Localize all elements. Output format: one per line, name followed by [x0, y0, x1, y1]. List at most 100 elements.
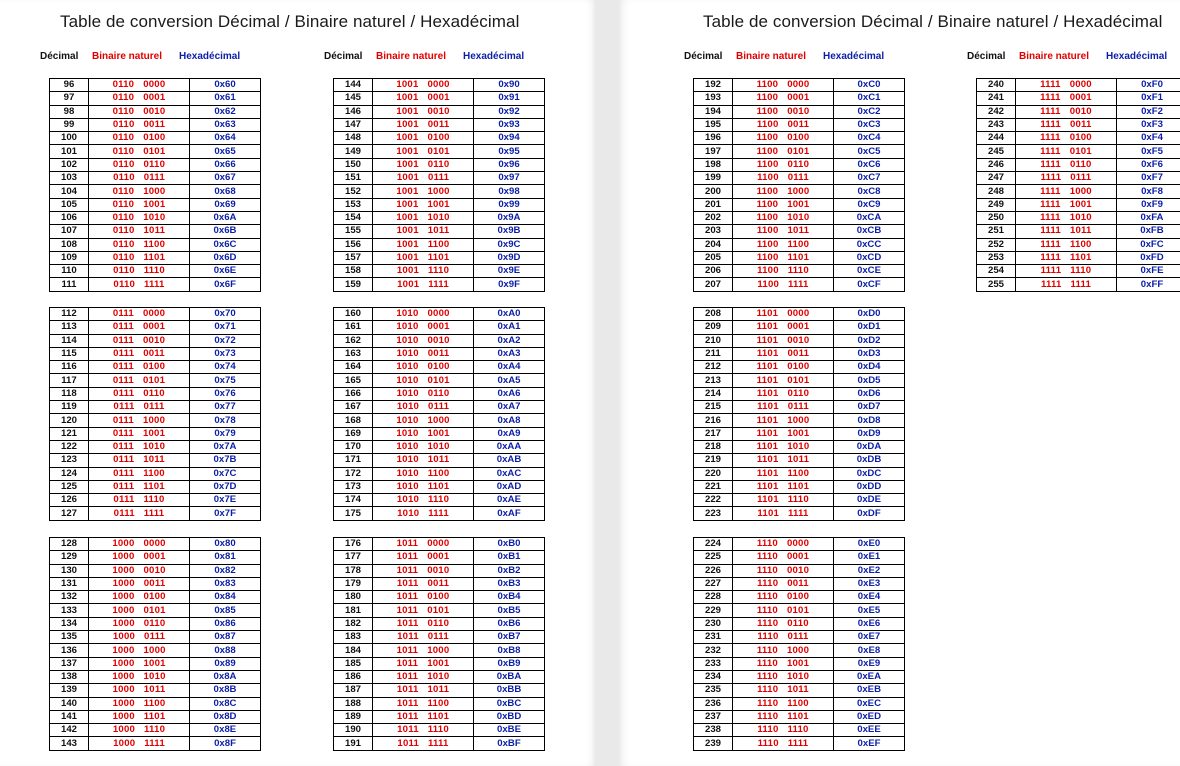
- decimal-value: 155: [333, 224, 373, 239]
- binary-high-nibble: 1101: [756, 427, 779, 439]
- hex-value: 0x91: [473, 91, 545, 106]
- table-row: 144 1001 0000 0x90: [333, 77, 545, 93]
- hex-value: 0xEC: [833, 696, 905, 711]
- decimal-value: 253: [976, 250, 1016, 266]
- binary-low-nibble: 1110: [428, 265, 450, 277]
- hex-value: 0xFC: [1116, 237, 1180, 252]
- binary-value: 0110 1001: [88, 197, 190, 212]
- binary-high-nibble: 1011: [396, 711, 419, 722]
- binary-high-nibble: 1100: [757, 265, 779, 277]
- binary-high-nibble: 1011: [396, 591, 419, 603]
- conversion-table: 160 1010 0000 0xA0 161 1010 0001 0xA1 162 1010 001…: [333, 306, 545, 521]
- binary-low-nibble: 0001: [143, 551, 166, 563]
- binary-value: 1111 1001: [1015, 197, 1117, 212]
- binary-value: 1101 1110: [732, 493, 834, 508]
- decimal-value: 138: [49, 669, 89, 685]
- decimal-value: 207: [693, 277, 733, 292]
- binary-high-nibble: 0111: [112, 374, 134, 386]
- binary-low-nibble: 0000: [427, 538, 450, 550]
- decimal-value: 168: [333, 413, 373, 428]
- decimal-value: 116: [49, 360, 89, 375]
- binary-high-nibble: 1010: [396, 441, 419, 453]
- binary-value: 1011 0110: [372, 616, 474, 632]
- binary-low-nibble: 1111: [144, 737, 165, 749]
- hex-value: 0x92: [473, 104, 545, 119]
- binary-high-nibble: 1111: [1040, 158, 1061, 170]
- decimal-value: 129: [49, 550, 89, 565]
- binary-low-nibble: 0011: [787, 578, 809, 590]
- table-row: 202 1100 1010 0xCA: [693, 210, 905, 226]
- binary-high-nibble: 1011: [396, 617, 419, 629]
- binary-high-nibble: 1111: [1040, 92, 1061, 104]
- table-row: 140 1000 1100 0x8C: [49, 696, 261, 711]
- decimal-value: 208: [693, 306, 733, 322]
- binary-low-nibble: 1111: [787, 737, 809, 749]
- binary-high-nibble: 1101: [756, 441, 779, 453]
- table-row: 214 1101 0110 0xD6: [693, 386, 905, 402]
- decimal-value: 184: [333, 643, 373, 658]
- decimal-value: 101: [49, 144, 89, 159]
- binary-high-nibble: 0111: [113, 387, 135, 399]
- binary-value: 1111 1011: [1015, 224, 1117, 239]
- hex-value: 0xF2: [1116, 104, 1180, 119]
- table-row: 141 1000 1101 0x8D: [49, 709, 261, 725]
- decimal-value: 186: [333, 669, 373, 685]
- decimal-value: 151: [333, 171, 373, 186]
- hex-value: 0xE5: [833, 603, 905, 618]
- binary-low-nibble: 0010: [427, 105, 450, 117]
- table-row: 99 0110 0011 0x63: [49, 117, 261, 133]
- table-row: 169 1010 1001 0xA9: [333, 426, 545, 441]
- binary-high-nibble: 1111: [1040, 238, 1061, 250]
- table-row: 249 1111 1001 0xF9: [976, 197, 1180, 212]
- binary-value: 1110 0110: [732, 616, 834, 632]
- binary-high-nibble: 1111: [1040, 79, 1061, 91]
- binary-value: 0111 0100: [88, 360, 190, 375]
- binary-value: 1010 0101: [372, 373, 474, 388]
- table-row: 98 0110 0010 0x62: [49, 104, 261, 119]
- binary-high-nibble: 1000: [112, 604, 135, 616]
- decimal-value: 173: [333, 479, 373, 495]
- conversion-table: 240 1111 0000 0xF0 241 1111 0001 0xF1 242 1111 001…: [976, 77, 1180, 292]
- decimal-value: 110: [49, 264, 89, 279]
- binary-value: 0111 0111: [88, 400, 190, 415]
- hex-value: 0xC3: [833, 117, 905, 133]
- table-row: 112 0111 0000 0x70: [49, 306, 261, 322]
- table-row: 241 1111 0001 0xF1: [976, 91, 1180, 106]
- binary-low-nibble: 1110: [144, 724, 166, 736]
- table-row: 208 1101 0000 0xD0: [693, 306, 905, 322]
- binary-high-nibble: 1101: [757, 401, 779, 413]
- binary-low-nibble: 1011: [787, 454, 810, 466]
- binary-high-nibble: 1001: [396, 105, 419, 117]
- decimal-value: 176: [333, 536, 373, 552]
- binary-high-nibble: 1111: [1040, 132, 1061, 144]
- page-title: Table de conversion Décimal / Binaire na…: [703, 12, 1163, 31]
- table-row: 199 1100 0111 0xC7: [693, 171, 905, 186]
- binary-low-nibble: 1101: [143, 252, 166, 263]
- table-row: 197 1100 0101 0xC5: [693, 144, 905, 159]
- page-title: Table de conversion Décimal / Binaire na…: [60, 12, 520, 31]
- binary-value: 1110 0101: [732, 603, 834, 618]
- hex-value: 0xB4: [473, 590, 545, 605]
- binary-high-nibble: 1111: [1040, 145, 1061, 157]
- binary-high-nibble: 1101: [756, 348, 779, 360]
- binary-value: 1100 1100: [732, 237, 834, 252]
- table-row: 243 1111 0011 0xF3: [976, 117, 1180, 133]
- binary-low-nibble: 0100: [427, 361, 450, 373]
- hex-value: 0xED: [833, 709, 905, 725]
- hex-value: 0x64: [189, 131, 261, 146]
- binary-low-nibble: 1010: [786, 671, 810, 683]
- binary-high-nibble: 1101: [756, 361, 779, 373]
- table-row: 109 0110 1101 0x6D: [49, 250, 261, 266]
- hex-value: 0xE3: [833, 576, 905, 592]
- decimal-value: 169: [333, 426, 373, 441]
- table-row: 207 1100 1111 0xCF: [693, 277, 905, 292]
- binary-high-nibble: 1011: [396, 697, 419, 709]
- decimal-value: 154: [333, 210, 373, 226]
- decimal-value: 120: [49, 413, 89, 428]
- binary-high-nibble: 1000: [112, 671, 135, 683]
- header-binary: Binaire naturel: [376, 51, 447, 62]
- binary-value: 1100 1001: [732, 197, 834, 212]
- binary-high-nibble: 1000: [112, 697, 135, 709]
- binary-low-nibble: 0101: [142, 374, 166, 386]
- decimal-value: 248: [976, 184, 1016, 199]
